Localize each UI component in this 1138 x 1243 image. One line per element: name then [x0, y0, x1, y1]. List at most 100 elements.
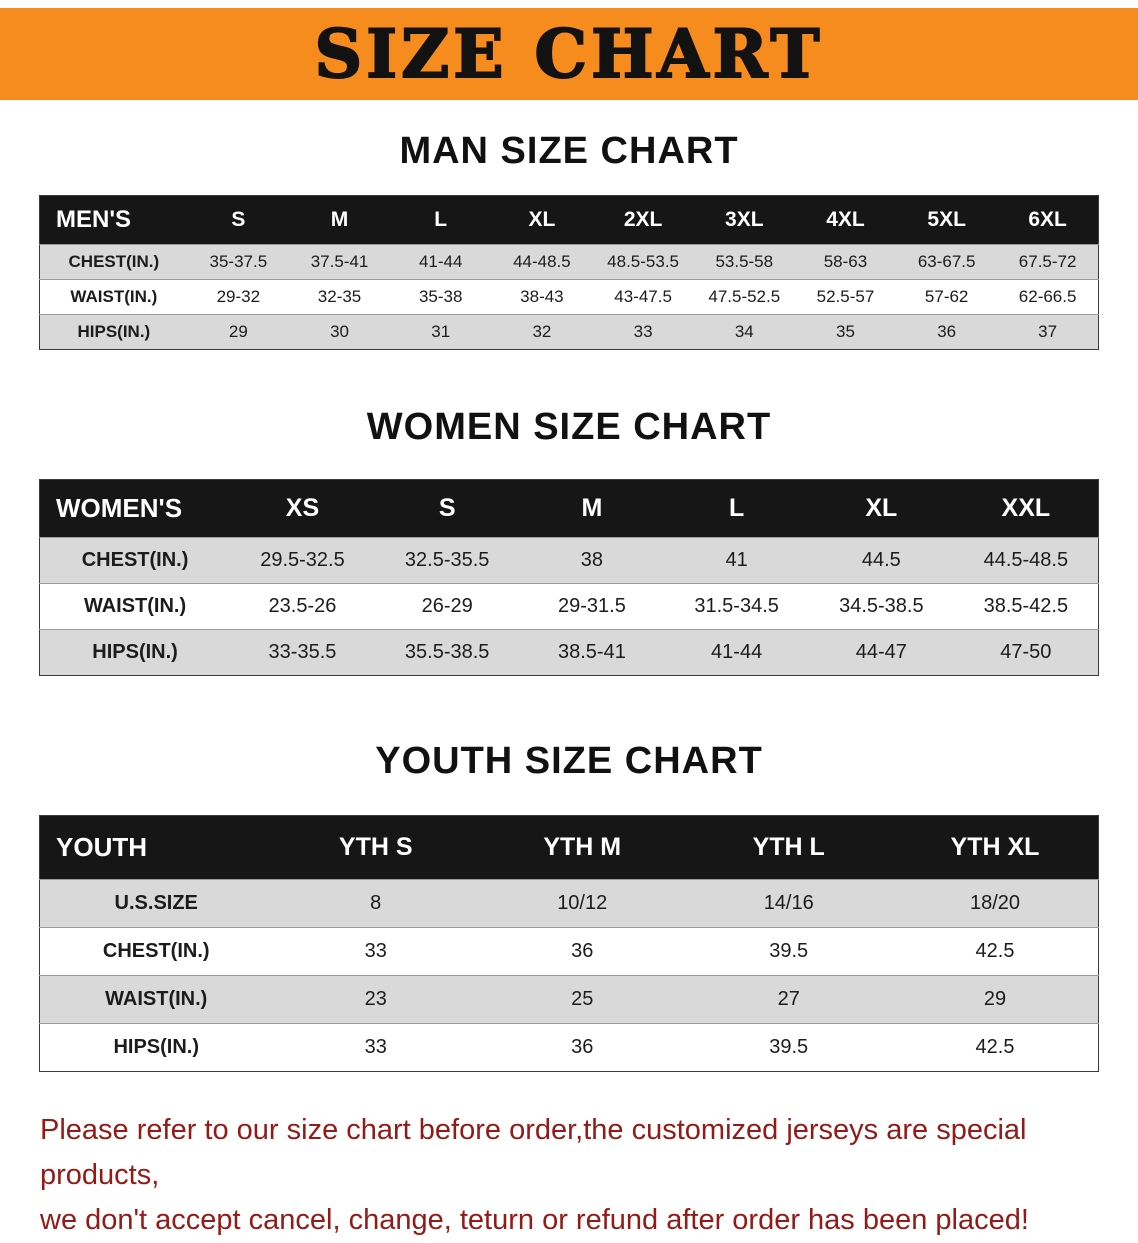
row-label: WAIST(IN.) [83, 595, 187, 617]
table-cell: 33 [633, 322, 653, 341]
disclaimer-text: Please refer to our size chart before or… [40, 1108, 1100, 1243]
row-label: CHEST(IN.) [81, 549, 189, 571]
table-cell: 53.5-58 [715, 252, 774, 271]
disclaimer-line-2: we don't accept cancel, change, teturn o… [40, 1203, 1029, 1236]
table-cell: 33 [364, 940, 387, 962]
row-label: U.S.SIZE [114, 892, 198, 914]
table-cell: 44.5 [861, 549, 901, 571]
column-header: 5XL [896, 195, 998, 245]
table-row: CHEST(IN.) 35-37.5 37.5-41 41-44 44-48.5 48.5… [39, 244, 1099, 280]
table-cell: 27 [777, 988, 800, 1010]
table-cell: 23 [364, 988, 387, 1010]
table-cell: 44.5-48.5 [983, 549, 1069, 571]
column-header: YTH L [685, 815, 892, 880]
column-header: XL [808, 479, 954, 538]
youth-size-table: YOUTH YTH S YTH M YTH L YTH XL U.S.SIZE 8 10/12… [39, 815, 1099, 1072]
column-header: M [519, 479, 665, 538]
table-cell: 31 [431, 322, 451, 341]
table-cell: 35 [836, 322, 855, 341]
table-cell: 31.5-34.5 [694, 595, 779, 617]
table-cell: 29 [983, 988, 1007, 1010]
column-header: 6XL [997, 195, 1099, 245]
column-header: XS [230, 479, 375, 538]
table-cell: 36 [571, 940, 594, 962]
table-cell: 63-67.5 [917, 252, 976, 271]
column-header: S [187, 195, 289, 245]
column-header: YTH M [478, 815, 686, 880]
table-cell: 30 [330, 322, 349, 341]
table-cell: 35-38 [418, 287, 463, 306]
table-cell: 32 [532, 322, 552, 341]
table-cell: 29-32 [216, 287, 261, 306]
column-header: L [390, 195, 492, 245]
row-label: CHEST(IN.) [68, 252, 160, 271]
table-cell: 52.5-57 [816, 287, 875, 306]
table-row: HIPS(IN.) 29 30 31 32 33 34 35 36 37 [39, 314, 1099, 350]
column-header: 2XL [592, 195, 694, 245]
table-cell: 33 [364, 1036, 387, 1058]
table-cell: 41 [725, 549, 748, 571]
table-cell: 8 [370, 892, 382, 914]
table-cell: 42.5 [975, 1036, 1015, 1058]
table-cell: 62-66.5 [1018, 287, 1077, 306]
table-cell: 10/12 [557, 892, 608, 914]
table-cell: 34 [734, 322, 754, 341]
table-cell: 37.5-41 [310, 252, 369, 271]
row-label: WAIST(IN.) [105, 988, 208, 1010]
table-row: WAIST(IN.) 29-32 32-35 35-38 38-43 43-47.5 47.… [39, 279, 1099, 315]
table-cell: 29 [228, 322, 248, 341]
table-cell: 14/16 [763, 892, 814, 914]
table-cell: 57-62 [924, 287, 969, 306]
table-cell: 25 [571, 988, 594, 1010]
table-cell: 41-44 [418, 252, 463, 271]
table-cell: 39.5 [769, 940, 809, 962]
table-cell: 42.5 [975, 940, 1015, 962]
table-cell: 38-43 [520, 287, 564, 306]
row-label: HIPS(IN.) [92, 641, 178, 663]
table-cell: 48.5-53.5 [607, 252, 680, 271]
column-header: XL [491, 195, 593, 245]
table-cell: 67.5-72 [1018, 252, 1077, 271]
column-header: 4XL [794, 195, 897, 245]
row-label: HIPS(IN.) [113, 1036, 200, 1058]
column-header: L [664, 479, 809, 538]
section-heading-women: WOMEN SIZE CHART [366, 406, 772, 448]
table-cell: 44-47 [855, 641, 907, 663]
disclaimer-line-1: Please refer to our size chart before or… [40, 1114, 1027, 1191]
table-row: CHEST(IN.) 33 36 39.5 42.5 [39, 927, 1099, 976]
table-cell: 33-35.5 [268, 641, 337, 663]
row-label: CHEST(IN.) [102, 940, 210, 962]
section-heading-youth: YOUTH SIZE CHART [375, 740, 763, 782]
title-banner: SIZE CHART [0, 8, 1138, 100]
women-size-table: WOMEN'S XS S M L XL XXL CHEST(IN.) 29.5-32.5 32.5… [39, 479, 1099, 676]
table-row: U.S.SIZE 8 10/12 14/16 18/20 [39, 879, 1099, 928]
table-cell: 47.5-52.5 [708, 287, 781, 306]
column-header: XXL [953, 479, 1099, 538]
table-cell: 26-29 [421, 595, 473, 617]
men-size-table: MEN'S S M L XL 2XL 3XL 4XL 5XL 6XL CHEST(IN.) 35-37… [39, 195, 1099, 350]
row-label: HIPS(IN.) [77, 322, 151, 341]
table-cell: 35-37.5 [209, 252, 268, 271]
table-header-row: MEN'S S M L XL 2XL 3XL 4XL 5XL 6XL [39, 195, 1099, 245]
table-cell: 41-44 [711, 641, 763, 663]
table-row: WAIST(IN.) 23 25 27 29 [39, 975, 1099, 1024]
column-header: 3XL [693, 195, 795, 245]
table-corner-label: YOUTH [39, 815, 273, 880]
table-cell: 38.5-42.5 [983, 595, 1069, 617]
table-cell: 58-63 [823, 252, 868, 271]
section-heading-man: MAN SIZE CHART [399, 130, 739, 172]
table-header-row: WOMEN'S XS S M L XL XXL [39, 479, 1099, 538]
table-cell: 32-35 [317, 287, 362, 306]
column-header: YTH XL [891, 815, 1099, 880]
column-header: YTH S [272, 815, 479, 880]
table-cell: 44-48.5 [513, 252, 571, 271]
table-corner-label: MEN'S [39, 195, 188, 245]
table-header-row: YOUTH YTH S YTH M YTH L YTH XL [39, 815, 1099, 880]
table-cell: 47-50 [1000, 641, 1052, 663]
table-cell: 36 [571, 1036, 594, 1058]
table-cell: 29.5-32.5 [260, 549, 345, 571]
table-row: HIPS(IN.) 33 36 39.5 42.5 [39, 1023, 1099, 1072]
table-cell: 23.5-26 [268, 595, 337, 617]
table-cell: 34.5-38.5 [839, 595, 924, 617]
table-cell: 36 [937, 322, 957, 341]
